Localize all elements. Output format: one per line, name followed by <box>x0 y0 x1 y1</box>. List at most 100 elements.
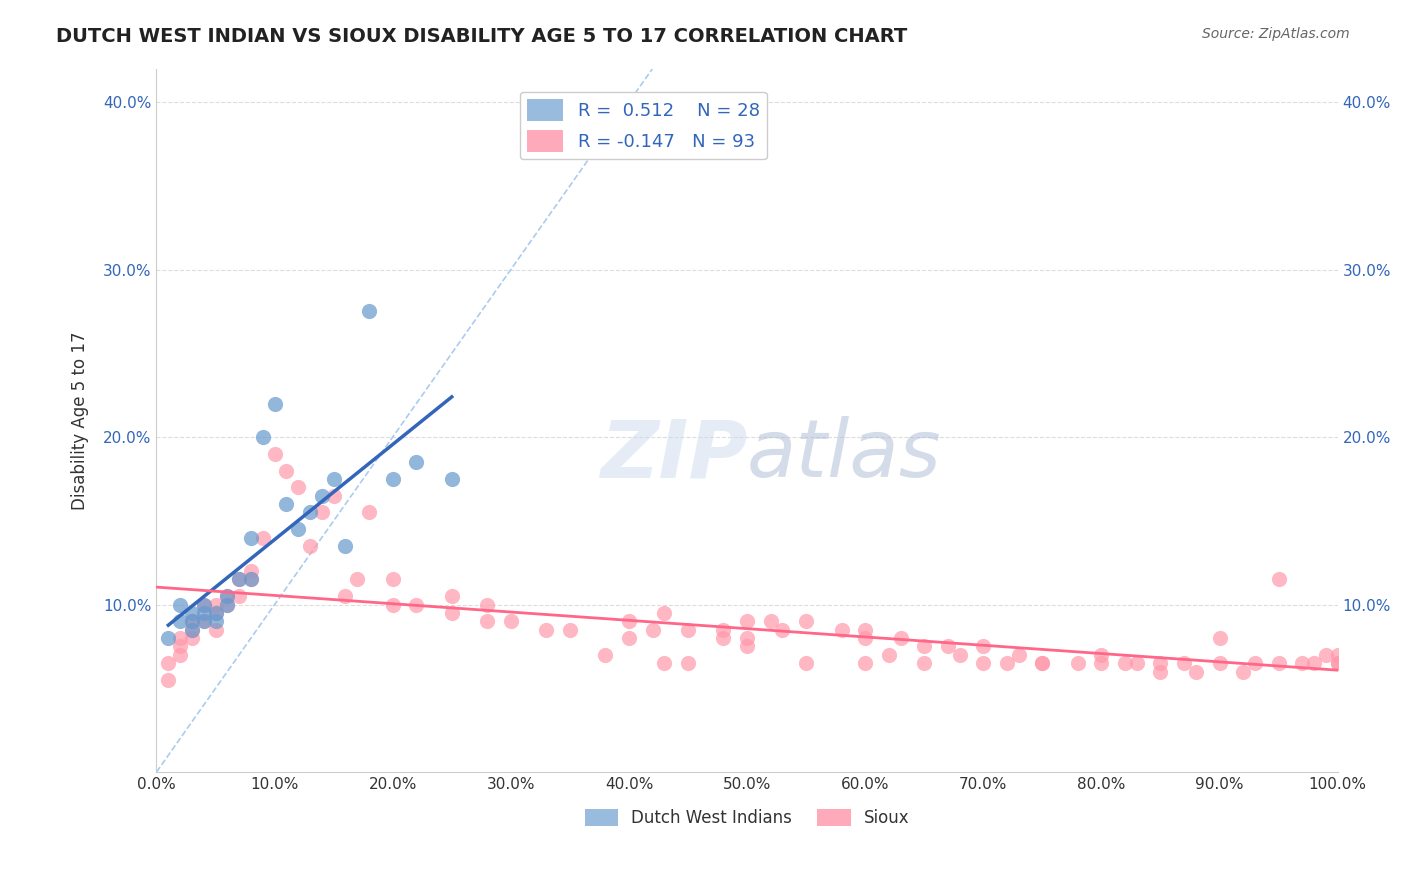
Point <box>169 640 191 654</box>
Point <box>240 531 263 545</box>
Point <box>617 615 640 629</box>
Point <box>322 472 344 486</box>
Point <box>949 648 972 662</box>
Point <box>335 539 357 553</box>
Point <box>1149 665 1171 679</box>
Point <box>1208 631 1230 645</box>
Point <box>1149 656 1171 670</box>
Point <box>853 656 876 670</box>
Point <box>240 564 263 578</box>
Point <box>499 615 522 629</box>
Text: Source: ZipAtlas.com: Source: ZipAtlas.com <box>1202 27 1350 41</box>
Point <box>1008 648 1031 662</box>
Point <box>440 589 463 603</box>
Point <box>995 656 1018 670</box>
Point <box>405 598 427 612</box>
Point <box>228 573 250 587</box>
Point <box>1067 656 1090 670</box>
Point <box>276 497 298 511</box>
Point <box>735 631 758 645</box>
Point <box>831 623 853 637</box>
Point <box>240 573 263 587</box>
Point <box>217 598 239 612</box>
Point <box>252 531 274 545</box>
Point <box>654 656 676 670</box>
Point <box>204 623 226 637</box>
Point <box>193 615 215 629</box>
Point <box>1090 648 1112 662</box>
Text: atlas: atlas <box>747 417 942 494</box>
Point <box>912 640 935 654</box>
Y-axis label: Disability Age 5 to 17: Disability Age 5 to 17 <box>72 331 89 509</box>
Point <box>1232 665 1254 679</box>
Point <box>1090 656 1112 670</box>
Point <box>157 673 180 687</box>
Point <box>972 656 994 670</box>
Point <box>1267 656 1289 670</box>
Point <box>181 606 204 620</box>
Point <box>595 648 617 662</box>
Point <box>713 631 735 645</box>
Point <box>240 573 263 587</box>
Point <box>359 505 381 519</box>
Point <box>287 522 309 536</box>
Point <box>204 598 226 612</box>
Point <box>1326 648 1348 662</box>
Point <box>1315 648 1337 662</box>
Point <box>381 472 404 486</box>
Point <box>1326 656 1348 670</box>
Point <box>912 656 935 670</box>
Point <box>359 304 381 318</box>
Point <box>263 447 285 461</box>
Point <box>204 606 226 620</box>
Point <box>252 430 274 444</box>
Point <box>169 648 191 662</box>
Point <box>1291 656 1313 670</box>
Point <box>440 472 463 486</box>
Point <box>1126 656 1149 670</box>
Point <box>1303 656 1326 670</box>
Point <box>1031 656 1053 670</box>
Point <box>853 631 876 645</box>
Point <box>204 615 226 629</box>
Point <box>536 623 558 637</box>
Point <box>936 640 959 654</box>
Point <box>477 598 499 612</box>
Point <box>263 396 285 410</box>
Point <box>735 615 758 629</box>
Point <box>169 615 191 629</box>
Point <box>228 573 250 587</box>
Point <box>287 480 309 494</box>
Point <box>157 656 180 670</box>
Point <box>217 589 239 603</box>
Point <box>217 598 239 612</box>
Text: ZIP: ZIP <box>600 417 747 494</box>
Point <box>276 464 298 478</box>
Point <box>311 489 333 503</box>
Point <box>440 606 463 620</box>
Point <box>794 656 817 670</box>
Point <box>346 573 368 587</box>
Point <box>1185 665 1208 679</box>
Point <box>193 606 215 620</box>
Point <box>193 598 215 612</box>
Point <box>735 640 758 654</box>
Text: DUTCH WEST INDIAN VS SIOUX DISABILITY AGE 5 TO 17 CORRELATION CHART: DUTCH WEST INDIAN VS SIOUX DISABILITY AG… <box>56 27 907 45</box>
Point <box>641 623 664 637</box>
Point <box>890 631 912 645</box>
Point <box>1267 573 1289 587</box>
Point <box>1114 656 1136 670</box>
Point <box>169 598 191 612</box>
Point <box>181 615 204 629</box>
Point <box>322 489 344 503</box>
Point <box>299 505 322 519</box>
Point <box>558 623 581 637</box>
Point <box>169 631 191 645</box>
Point <box>713 623 735 637</box>
Point <box>181 615 204 629</box>
Legend: Dutch West Indians, Sioux: Dutch West Indians, Sioux <box>578 803 917 834</box>
Point <box>381 598 404 612</box>
Point <box>181 623 204 637</box>
Point <box>217 589 239 603</box>
Point <box>972 640 994 654</box>
